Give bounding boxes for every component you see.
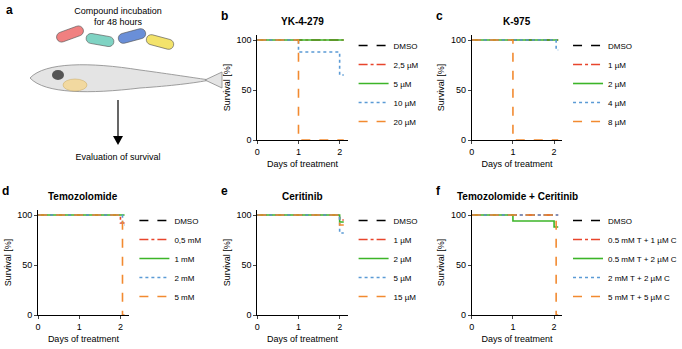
svg-text:2: 2: [118, 322, 123, 332]
svg-text:Temozolomide: Temozolomide: [48, 191, 118, 202]
svg-text:c: c: [436, 9, 443, 23]
svg-text:0: 0: [469, 322, 474, 332]
svg-text:1: 1: [510, 322, 515, 332]
svg-text:d: d: [2, 184, 9, 198]
svg-text:Days of treatment: Days of treatment: [267, 334, 339, 344]
svg-text:Days of treatment: Days of treatment: [267, 159, 339, 169]
svg-text:1: 1: [77, 322, 82, 332]
svg-text:2 µM: 2 µM: [394, 255, 412, 264]
svg-text:2: 2: [552, 147, 557, 157]
svg-text:2 mM T + 2 µM C: 2 mM T + 2 µM C: [608, 274, 670, 283]
svg-text:0: 0: [255, 322, 260, 332]
svg-text:Survival [%]: Survival [%]: [222, 239, 232, 287]
svg-text:2: 2: [552, 322, 557, 332]
svg-text:0: 0: [461, 135, 466, 145]
svg-text:50: 50: [22, 260, 32, 270]
svg-text:100: 100: [451, 35, 466, 45]
svg-text:50: 50: [242, 85, 252, 95]
svg-text:2: 2: [337, 322, 342, 332]
svg-text:2 mM: 2 mM: [174, 274, 194, 283]
svg-text:0: 0: [461, 310, 466, 320]
svg-text:f: f: [436, 184, 441, 198]
svg-text:50: 50: [456, 260, 466, 270]
svg-text:Evaluation of survival: Evaluation of survival: [75, 152, 160, 162]
svg-text:0.5 mM T + 1 µM C: 0.5 mM T + 1 µM C: [608, 236, 677, 245]
svg-text:10 µM: 10 µM: [394, 99, 417, 108]
svg-text:2: 2: [337, 147, 342, 157]
svg-text:DMSO: DMSO: [608, 217, 632, 226]
svg-text:100: 100: [237, 35, 252, 45]
svg-text:2 µM: 2 µM: [608, 80, 626, 89]
svg-text:Compound incubation: Compound incubation: [74, 6, 162, 16]
svg-text:0: 0: [255, 147, 260, 157]
svg-text:100: 100: [17, 210, 32, 220]
svg-text:50: 50: [456, 85, 466, 95]
svg-text:4 µM: 4 µM: [608, 99, 626, 108]
svg-text:Days of treatment: Days of treatment: [48, 334, 120, 344]
svg-text:Temozolomide + Ceritinib: Temozolomide + Ceritinib: [457, 191, 578, 202]
svg-text:15 µM: 15 µM: [394, 293, 417, 302]
svg-text:DMSO: DMSO: [174, 217, 198, 226]
svg-text:Days of treatment: Days of treatment: [482, 334, 554, 344]
svg-text:for 48 hours: for 48 hours: [94, 17, 143, 27]
svg-text:1 µM: 1 µM: [394, 236, 412, 245]
svg-text:Survival [%]: Survival [%]: [3, 239, 13, 287]
svg-text:1: 1: [510, 147, 515, 157]
svg-text:b: b: [221, 9, 228, 23]
svg-text:2,5 µM: 2,5 µM: [394, 61, 419, 70]
svg-text:20 µM: 20 µM: [394, 118, 417, 127]
svg-text:50: 50: [242, 260, 252, 270]
svg-text:1 µM: 1 µM: [608, 61, 626, 70]
svg-text:5 µM: 5 µM: [394, 274, 412, 283]
svg-text:5 mM: 5 mM: [174, 293, 194, 302]
svg-text:8 µM: 8 µM: [608, 118, 626, 127]
svg-text:Survival [%]: Survival [%]: [436, 239, 446, 287]
svg-text:0.5 mM T + 2 µM C: 0.5 mM T + 2 µM C: [608, 255, 677, 264]
svg-text:Days of treatment: Days of treatment: [482, 159, 554, 169]
svg-text:Ceritinib: Ceritinib: [282, 191, 323, 202]
svg-text:Survival [%]: Survival [%]: [436, 64, 446, 112]
svg-text:DMSO: DMSO: [394, 217, 418, 226]
svg-text:1: 1: [296, 147, 301, 157]
svg-text:1: 1: [296, 322, 301, 332]
svg-text:0: 0: [469, 147, 474, 157]
svg-text:e: e: [221, 184, 228, 198]
svg-text:DMSO: DMSO: [394, 42, 418, 51]
svg-text:DMSO: DMSO: [608, 42, 632, 51]
svg-text:5 µM: 5 µM: [394, 80, 412, 89]
svg-text:Survival [%]: Survival [%]: [222, 64, 232, 112]
svg-text:100: 100: [237, 210, 252, 220]
svg-text:0: 0: [27, 310, 32, 320]
svg-text:K-975: K-975: [503, 16, 531, 27]
svg-text:0: 0: [247, 310, 252, 320]
svg-text:0,5 mM: 0,5 mM: [174, 236, 201, 245]
svg-text:a: a: [6, 3, 13, 17]
svg-text:0: 0: [247, 135, 252, 145]
svg-text:YK-4-279: YK-4-279: [281, 16, 324, 27]
svg-text:100: 100: [451, 210, 466, 220]
svg-text:0: 0: [36, 322, 41, 332]
svg-text:5 mM T + 5 µM C: 5 mM T + 5 µM C: [608, 293, 670, 302]
svg-text:1 mM: 1 mM: [174, 255, 194, 264]
